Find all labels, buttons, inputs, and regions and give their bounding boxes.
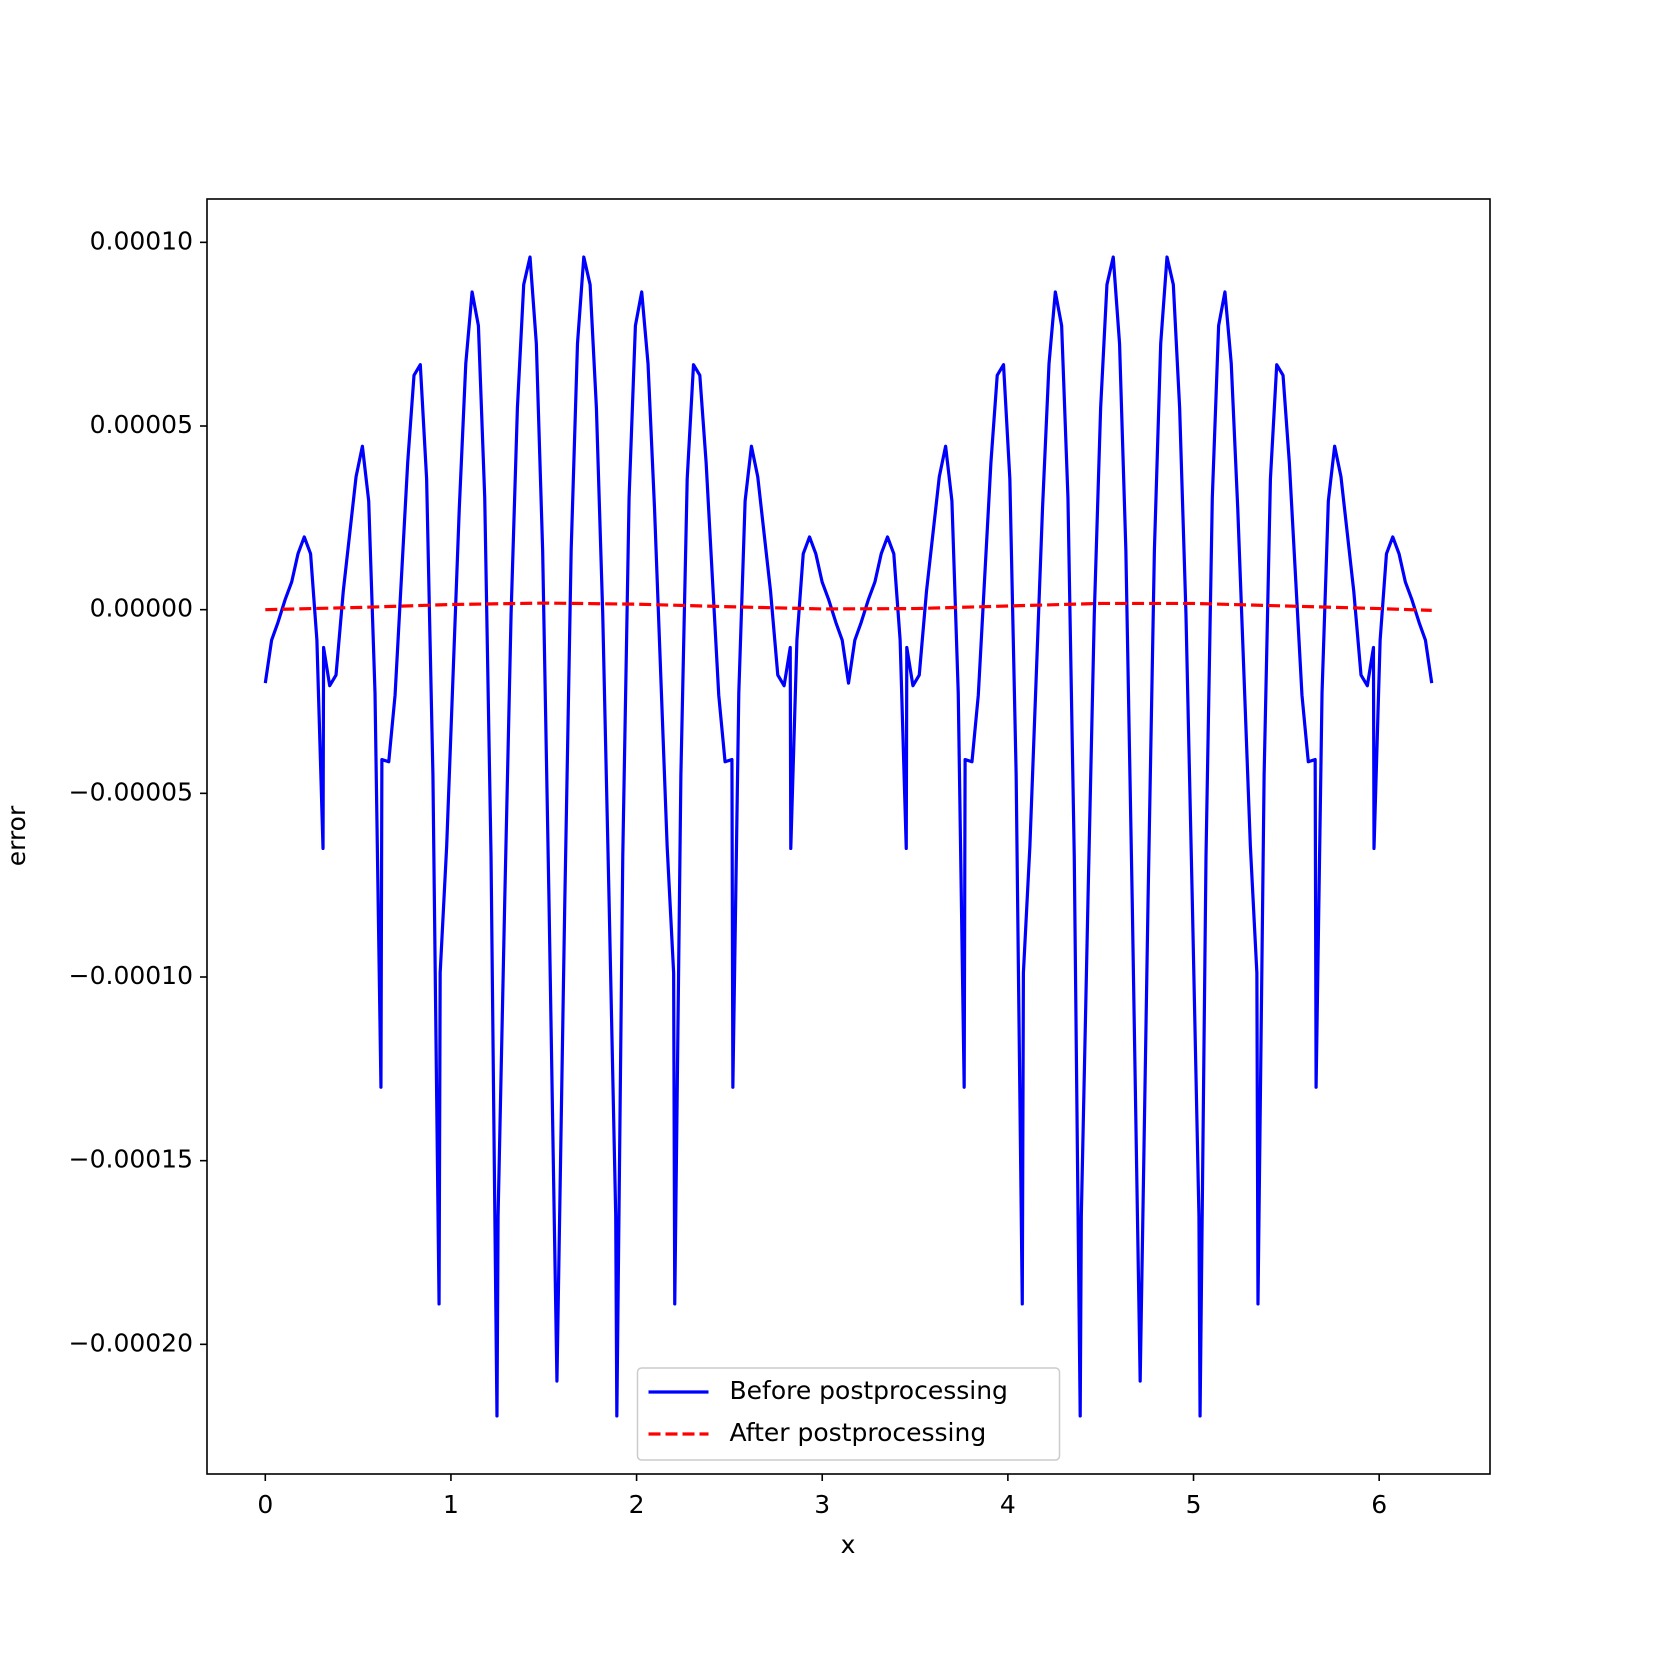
axes-frame	[206, 198, 1491, 1475]
x-tick-label: 2	[629, 1490, 645, 1519]
x-tick-label: 5	[1186, 1490, 1202, 1519]
x-tick-label: 4	[1000, 1490, 1016, 1519]
y-tick-label: −0.00015	[69, 1145, 193, 1174]
data-line	[263, 255, 1434, 1418]
legend-box	[636, 1367, 1061, 1461]
y-tick-label: −0.00010	[69, 961, 193, 990]
y-tick-label: 0.00000	[90, 594, 193, 623]
legend-label: After postprocessing	[730, 1418, 987, 1447]
x-tick-label: 3	[814, 1490, 830, 1519]
y-tick-label: −0.00020	[69, 1328, 193, 1357]
y-tick-label: −0.00005	[69, 777, 193, 806]
y-tick-label: 0.00010	[90, 226, 193, 255]
legend-label: Before postprocessing	[730, 1376, 1008, 1405]
data-line	[265, 601, 1432, 613]
x-tick-label: 0	[257, 1490, 273, 1519]
x-tick-label: 1	[443, 1490, 459, 1519]
x-axis-label: x	[841, 1530, 856, 1559]
x-tick-label: 6	[1371, 1490, 1387, 1519]
y-axis-label: error	[2, 805, 31, 866]
y-tick-label: 0.00005	[90, 410, 193, 439]
